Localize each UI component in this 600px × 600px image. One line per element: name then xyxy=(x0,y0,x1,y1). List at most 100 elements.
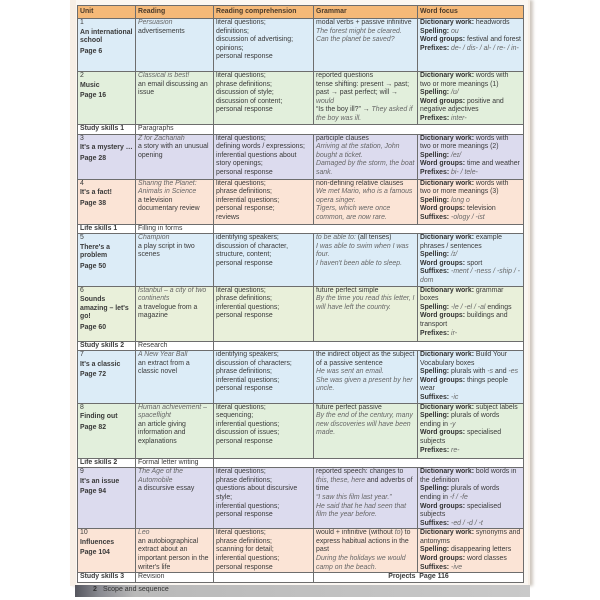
table-header-row: Unit Reading Reading comprehension Gramm… xyxy=(77,5,524,19)
comprehension-item: literal questions; xyxy=(216,468,266,476)
grammar-line: would + infinitive (without to) to expre… xyxy=(316,529,415,555)
comprehension-item: identifying speakers; xyxy=(216,351,279,359)
word-focus-item: Prefixes: ir- xyxy=(420,330,521,339)
reading-description: an article giving information and explan… xyxy=(138,420,186,445)
grammar-text: We met Mario, who is a famous opera sing… xyxy=(316,188,413,204)
grammar-line: I haven't been able to sleep. xyxy=(316,260,415,269)
grammar-text: ) to express habitual actions in the pas… xyxy=(316,529,411,554)
comprehension-item: discussion of character, structure, cont… xyxy=(216,242,289,259)
word-focus-label: Word groups: xyxy=(420,36,466,44)
word-focus-label: Dictionary work: xyxy=(420,468,474,476)
word-focus-value: synonyms and antonyms xyxy=(420,529,521,545)
unit-title: Sounds amazing – let's go! xyxy=(80,296,129,321)
comprehension-item: inferential questions; xyxy=(216,303,280,311)
word-focus-item: Word groups: specialised subjects xyxy=(420,429,521,446)
word-focus-cell: Dictionary work: subject labels Spelling:… xyxy=(417,402,524,459)
word-focus-value: -es xyxy=(508,368,519,376)
table-body: 1 An international school Page 6 Persuasion… xyxy=(77,18,524,583)
comprehension-item: inferential questions; xyxy=(216,196,280,204)
word-focus-label: Prefixes: xyxy=(420,114,450,122)
word-focus-value: /eɪ/ xyxy=(449,151,462,159)
word-focus-label: Dictionary work: xyxy=(420,134,474,142)
word-focus-value: plurals of words ending in xyxy=(420,412,500,428)
comprehension-cell: literal questions; defining words / expre… xyxy=(213,133,314,180)
grammar-line: future perfect simple xyxy=(316,287,415,295)
word-focus-cell: Dictionary work: words with two or more … xyxy=(417,71,524,125)
unit-cell: 8 Finding out Page 82 xyxy=(77,402,136,459)
empty-cell xyxy=(213,223,524,234)
grammar-text: They asked if the boy was ill. xyxy=(316,106,413,122)
word-focus-value: words with two or more meanings (1) xyxy=(420,72,509,88)
reading-description: an email discussing an issue xyxy=(138,80,208,97)
unit-page: Page 94 xyxy=(80,488,107,496)
word-focus-value: -ment / -ness / -ship / -dom xyxy=(420,268,520,284)
unit-row: 5 There's a problem Page 50 Champion a play … xyxy=(77,233,524,287)
word-focus-label: Prefixes: xyxy=(420,446,450,454)
comprehension-item: personal response xyxy=(216,385,273,393)
word-focus-item: Spelling: -le / -el / -al endings xyxy=(420,304,521,313)
grammar-line: Arriving at the station, John bought a t… xyxy=(316,143,415,160)
grammar-text: Can the planet be saved? xyxy=(316,36,395,44)
comprehension-item: personal response xyxy=(216,312,273,320)
word-focus-label: Dictionary work: xyxy=(420,19,474,27)
skills-label: Study skills 2 xyxy=(77,340,136,352)
unit-number: 8 xyxy=(80,403,84,411)
word-focus-item: Suffixes: -ology / -ist xyxy=(420,214,521,223)
word-focus-label: Dictionary work: xyxy=(420,286,474,294)
word-focus-item: Dictionary work: words with two or more … xyxy=(420,135,521,152)
grammar-text: (all tenses) xyxy=(355,234,392,241)
grammar-text: I was able to swim when I was four. xyxy=(316,242,409,259)
grammar-line: tense shifting: present → past; past → p… xyxy=(316,81,415,107)
comprehension-item: personal response xyxy=(216,511,273,519)
unit-title: It's a fact! xyxy=(80,189,112,197)
grammar-cell: reported questions tense shifting: presen… xyxy=(313,71,418,125)
unit-row: 1 An international school Page 6 Persuasion… xyxy=(77,18,524,72)
word-focus-item: Prefixes: bi- / tele- xyxy=(420,169,521,178)
grammar-line: We met Mario, who is a famous opera sing… xyxy=(316,188,415,205)
word-focus-value: -ive xyxy=(449,563,463,571)
word-focus-item: Spelling: plurals of words ending in -y xyxy=(420,412,521,429)
comprehension-item: defining words / expressions; xyxy=(216,143,305,151)
word-focus-label: Spelling: xyxy=(420,251,450,259)
grammar-line: Tigers, which were once common, are now … xyxy=(316,205,415,222)
grammar-text: this, these, here xyxy=(316,476,366,484)
unit-row: 6 Sounds amazing – let's go! Page 60 Istanb… xyxy=(77,285,524,342)
scope-sequence-table: Unit Reading Reading comprehension Gramm… xyxy=(77,5,524,583)
page-number: 2 xyxy=(93,586,97,593)
word-focus-label: Spelling: xyxy=(420,303,450,311)
reading-title: Persuasion xyxy=(138,19,173,27)
unit-number: 10 xyxy=(80,529,88,537)
word-focus-label: Word groups: xyxy=(420,376,466,384)
comprehension-item: literal questions; xyxy=(216,179,266,187)
word-focus-label: Dictionary work: xyxy=(420,351,474,359)
word-focus-cell: Dictionary work: words with two or more … xyxy=(417,133,524,180)
grammar-text: reported speech: changes to xyxy=(316,468,404,476)
comprehension-item: phrase definitions; xyxy=(216,188,272,196)
grammar-line: By the end of the century, many new disc… xyxy=(316,412,415,438)
word-focus-item: Word groups: word classes xyxy=(420,555,521,564)
word-focus-label: Dictionary work: xyxy=(420,72,474,80)
grammar-line: future perfect passive xyxy=(316,403,415,412)
unit-cell: 5 There's a problem Page 50 xyxy=(77,233,136,287)
word-focus-cell: Dictionary work: example phrases / sente… xyxy=(417,233,524,287)
unit-title: Influences xyxy=(80,538,115,546)
word-focus-label: Spelling: xyxy=(420,151,450,159)
word-focus-item: Suffixes: -ic xyxy=(420,394,521,402)
comprehension-item: personal response xyxy=(216,438,273,445)
word-focus-item: Dictionary work: grammar boxes xyxy=(420,287,521,304)
comprehension-cell: identifying speakers; discussion of chara… xyxy=(213,350,314,404)
grammar-text: He said that he had seen that film the y… xyxy=(316,502,407,519)
grammar-text: future perfect passive xyxy=(316,403,382,411)
projects-page: Page 116 xyxy=(419,573,449,581)
grammar-cell: participle clauses Arriving at the statio… xyxy=(313,133,418,180)
word-focus-item: Dictionary work: example phrases / sente… xyxy=(420,234,521,251)
word-focus-value: endings xyxy=(485,303,512,311)
word-focus-label: Dictionary work: xyxy=(420,403,474,411)
grammar-line: I was able to swim when I was four. xyxy=(316,243,415,260)
projects-label: Projects xyxy=(388,573,416,581)
word-focus-value: long o xyxy=(449,196,470,204)
comprehension-cell: literal questions; phrase definitions; inf… xyxy=(213,285,314,342)
unit-row: 9 It's an issue Page 94 The Age of the Auto… xyxy=(77,467,524,530)
word-focus-value: de- / dis- / al- / re- / in- xyxy=(449,44,519,52)
word-focus-item: Prefixes: re- xyxy=(420,447,521,456)
